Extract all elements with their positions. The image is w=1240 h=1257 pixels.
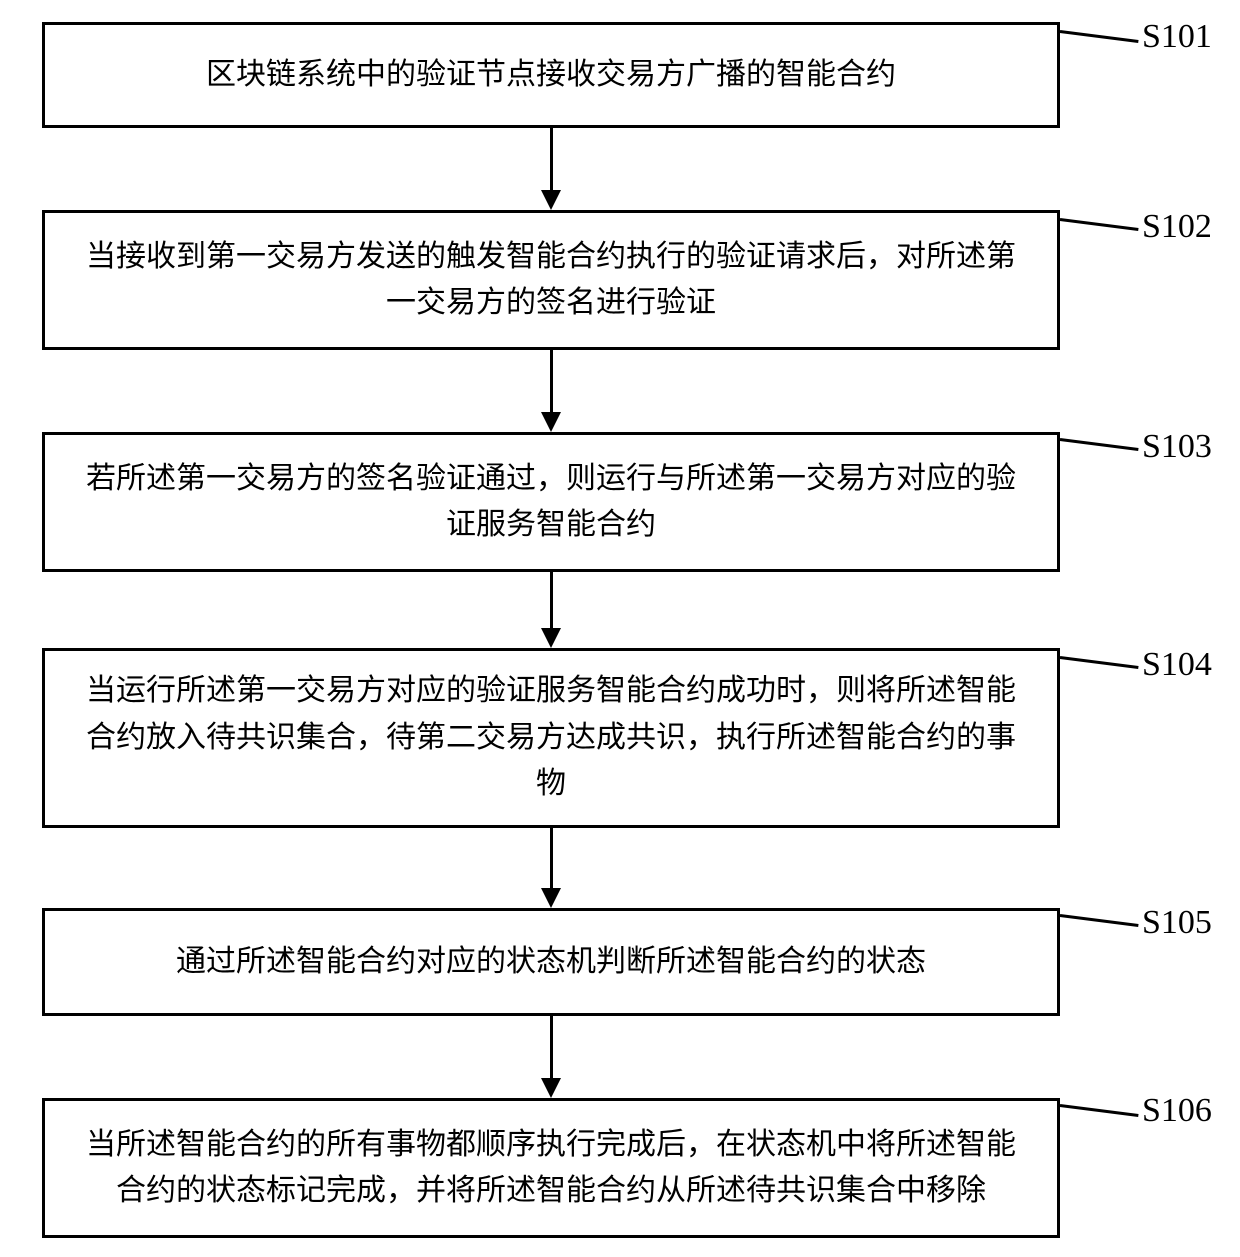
flow-node-s103: 若所述第一交易方的签名验证通过，则运行与所述第一交易方对应的验证服务智能合约 xyxy=(42,432,1060,572)
flow-label-s104: S104 xyxy=(1142,646,1212,684)
flow-label-s102: S102 xyxy=(1142,208,1212,246)
arrow-line xyxy=(550,128,553,190)
flow-node-s105: 通过所述智能合约对应的状态机判断所述智能合约的状态 xyxy=(42,908,1060,1016)
arrow-line xyxy=(550,828,553,888)
arrow-line xyxy=(550,350,553,412)
flowchart-container: 区块链系统中的验证节点接收交易方广播的智能合约 S101 当接收到第一交易方发送的触… xyxy=(0,0,1240,1257)
arrow-head-icon xyxy=(541,628,561,648)
flow-node-s106: 当所述智能合约的所有事物都顺序执行完成后，在状态机中将所述智能合约的状态标记完成… xyxy=(42,1098,1060,1238)
flow-label-s103: S103 xyxy=(1142,428,1212,466)
label-connector xyxy=(1060,438,1138,451)
label-connector xyxy=(1060,1104,1138,1117)
flow-node-text: 通过所述智能合约对应的状态机判断所述智能合约的状态 xyxy=(176,939,926,986)
flow-label-s106: S106 xyxy=(1142,1092,1212,1130)
arrow-head-icon xyxy=(541,190,561,210)
flow-node-text: 当运行所述第一交易方对应的验证服务智能合约成功时，则将所述智能合约放入待共识集合… xyxy=(75,668,1027,808)
arrow-head-icon xyxy=(541,412,561,432)
flow-node-text: 若所述第一交易方的签名验证通过，则运行与所述第一交易方对应的验证服务智能合约 xyxy=(75,456,1027,549)
flow-label-s101: S101 xyxy=(1142,18,1212,56)
flow-node-text: 区块链系统中的验证节点接收交易方广播的智能合约 xyxy=(206,52,896,99)
flow-node-text: 当接收到第一交易方发送的触发智能合约执行的验证请求后，对所述第一交易方的签名进行… xyxy=(75,234,1027,327)
flow-node-s104: 当运行所述第一交易方对应的验证服务智能合约成功时，则将所述智能合约放入待共识集合… xyxy=(42,648,1060,828)
label-connector xyxy=(1060,914,1138,927)
flow-node-s102: 当接收到第一交易方发送的触发智能合约执行的验证请求后，对所述第一交易方的签名进行… xyxy=(42,210,1060,350)
label-connector xyxy=(1060,218,1138,231)
arrow-head-icon xyxy=(541,1078,561,1098)
label-connector xyxy=(1060,30,1138,43)
arrow-line xyxy=(550,1016,553,1078)
arrow-head-icon xyxy=(541,888,561,908)
label-connector xyxy=(1060,656,1138,669)
flow-node-text: 当所述智能合约的所有事物都顺序执行完成后，在状态机中将所述智能合约的状态标记完成… xyxy=(75,1122,1027,1215)
flow-node-s101: 区块链系统中的验证节点接收交易方广播的智能合约 xyxy=(42,22,1060,128)
arrow-line xyxy=(550,572,553,628)
flow-label-s105: S105 xyxy=(1142,904,1212,942)
